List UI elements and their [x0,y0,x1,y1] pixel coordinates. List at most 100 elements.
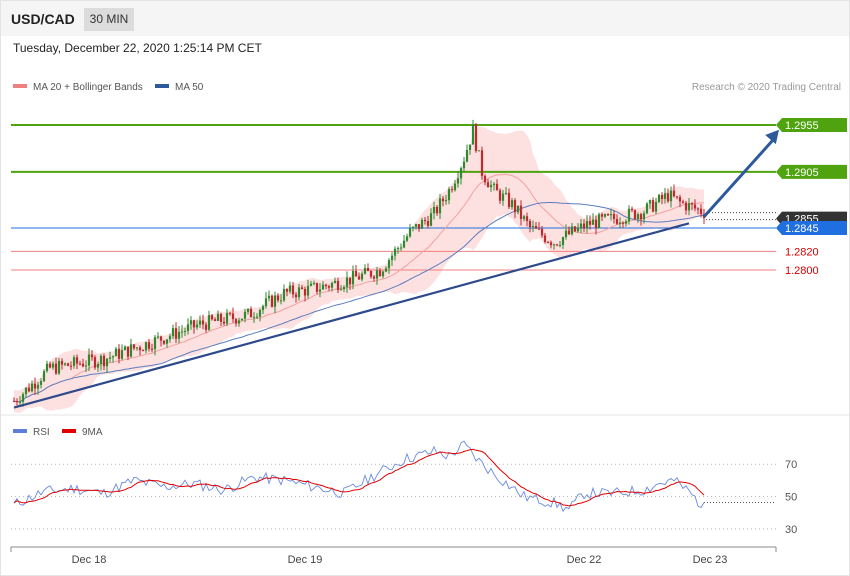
candle [102,353,106,371]
candle [390,252,394,266]
candle-body [642,213,646,220]
candle-body [441,198,445,202]
candle-body [120,350,124,359]
candle-body [33,383,37,389]
candle-body [213,319,217,321]
candle-body [54,363,58,374]
candle [168,333,172,343]
candle [144,341,148,354]
candle [582,219,586,233]
candle-body [159,336,163,341]
timeframe-badge[interactable]: 30 MIN [84,8,134,31]
level-tag-resistance [776,118,847,133]
candle-body [429,213,433,226]
candle [408,223,412,238]
candle [162,340,166,345]
candle [306,279,310,299]
symbol-title: USD/CAD [11,11,75,27]
candle [531,220,535,232]
candle [240,318,244,321]
candle [99,354,103,371]
candle-body [45,363,49,372]
candle [543,233,547,244]
candle [669,186,673,208]
candle [165,339,169,348]
legend-ma20: MA 20 + Bollinger Bands [33,82,143,93]
candle-body [24,387,28,395]
candle [513,198,517,219]
candle-body [594,219,598,229]
candle-body [93,357,97,368]
candle [618,217,622,229]
candle [132,344,136,351]
candle-body [663,193,667,200]
candle-body [240,318,244,321]
candle [93,355,97,370]
candle [129,338,133,358]
candle [495,179,499,191]
candle-body [414,224,418,227]
forecast-arrow-shaft [702,136,777,218]
candle [477,150,481,152]
candle [309,280,313,287]
candle-body [648,200,652,204]
candle-body [30,383,34,392]
candle [66,362,70,367]
candle [360,271,364,282]
candle-body [486,182,490,188]
candle-body [378,270,382,277]
candle-body [264,298,268,307]
candle-body [675,196,679,198]
candle-body [363,267,367,274]
candle [69,361,73,371]
candle [681,199,685,204]
trendline [13,129,779,409]
candle [678,194,682,208]
candle [312,280,316,286]
candle [486,178,490,188]
candle [606,213,610,217]
candle [219,312,223,327]
candle-body [234,319,238,324]
candle [480,146,484,180]
candle-body [243,311,247,319]
candle-body [51,363,55,368]
candle-body [219,313,223,322]
candle-body [150,348,154,350]
candle [456,171,460,188]
candle [177,326,181,344]
candle-body [180,331,184,333]
candle-body [426,220,430,226]
x-tick-label: Dec 23 [693,554,728,566]
candle-body [534,225,538,229]
candle [78,360,82,366]
candle-body [651,200,655,212]
candle [138,345,142,356]
rsi-tick-label: 30 [785,524,797,536]
candle-body [348,277,352,285]
level-label-support: 1.2800 [785,265,819,277]
candle [294,291,298,303]
candle [27,383,31,393]
candle-body [354,271,358,277]
candle-body [312,282,316,284]
candle [576,223,580,233]
candle [342,285,346,292]
level-label-resistance: 1.2955 [785,120,819,132]
candle [411,226,415,232]
candle-body [510,200,514,208]
candle-body [528,220,532,228]
candle-body [165,339,169,344]
legend-swatch-ma20 [13,84,27,88]
candle-body [138,347,142,351]
candle-body [198,320,202,325]
candle-body [504,192,508,194]
candle [96,361,100,373]
candle [291,281,295,299]
candle-body [552,244,556,246]
candle [195,320,199,330]
candle [300,284,304,290]
candle-body [384,268,388,272]
candle [108,351,112,363]
candle [405,233,409,243]
